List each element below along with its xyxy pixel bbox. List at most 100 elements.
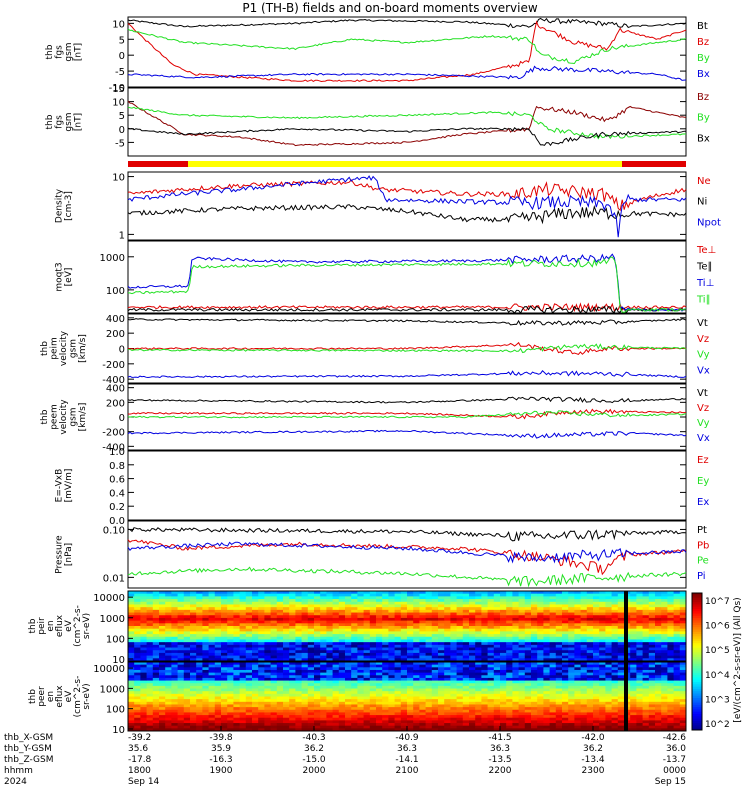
spectrogram-cell — [636, 664, 643, 668]
spectrogram-cell — [580, 715, 588, 719]
spectrogram-cell — [326, 672, 333, 676]
spectrogram-cell — [394, 725, 402, 729]
spectrogram-cell — [295, 604, 302, 608]
spectrogram-cell — [679, 709, 687, 713]
spectrogram-cell — [264, 650, 271, 654]
spectrogram-cell — [227, 704, 234, 708]
spectrogram-cell — [599, 701, 606, 705]
spectrogram-cell — [599, 596, 606, 600]
spectrogram-cell — [562, 693, 569, 697]
spectrogram-cell — [562, 601, 569, 605]
spectrogram-cell — [357, 599, 364, 603]
spectrogram-cell — [481, 709, 488, 713]
spectrogram-cell — [357, 720, 364, 724]
spectrogram-cell — [444, 664, 451, 668]
spectrogram-cell — [450, 604, 457, 608]
spectrogram-cell — [481, 723, 488, 727]
spectrogram-cell — [245, 593, 253, 597]
spectrogram-cell — [363, 685, 371, 689]
spectrogram-cell — [152, 696, 160, 700]
spectrogram-cell — [487, 728, 495, 732]
spectrogram-cell — [487, 693, 495, 697]
spectrogram-cell — [214, 628, 222, 632]
spectrogram-cell — [376, 720, 383, 724]
spectrogram-cell — [326, 709, 333, 713]
spectrogram-cell — [307, 717, 315, 721]
spectrogram-cell — [208, 644, 216, 648]
spectrogram-cell — [531, 667, 538, 671]
spectrogram-cell — [407, 715, 414, 719]
spectrogram-cell — [655, 696, 662, 700]
spectrogram-cell — [438, 675, 445, 679]
spectrogram-cell — [617, 601, 625, 605]
spectrogram-cell — [214, 709, 222, 713]
spectrogram-cell — [636, 680, 643, 684]
spectrogram-cell — [679, 658, 687, 662]
spectrogram-cell — [475, 696, 482, 700]
spectrogram-cell — [611, 725, 619, 729]
spectrogram-cell — [363, 612, 371, 616]
spectrogram-cell — [667, 709, 674, 713]
spectrogram-cell — [177, 650, 185, 654]
spectrogram-cell — [630, 709, 637, 713]
spectrogram-cell — [500, 720, 507, 724]
spectrogram-cell — [636, 626, 643, 630]
spectrogram-cell — [630, 685, 637, 689]
spectrogram-cell — [363, 647, 371, 651]
spectrogram-cell — [190, 712, 197, 716]
spectrogram-cell — [537, 728, 544, 732]
spectrogram-cell — [419, 672, 426, 676]
spectrogram-cell — [196, 677, 203, 681]
spectrogram-cell — [332, 701, 340, 705]
spectrogram-cell — [419, 715, 426, 719]
spectrogram-cell — [388, 626, 395, 630]
spectrogram-cell — [270, 672, 278, 676]
spectrogram-cell — [667, 626, 674, 630]
spectrogram-cell — [425, 591, 433, 595]
spectrogram-cell — [233, 628, 240, 632]
spectrogram-cell — [245, 691, 253, 695]
spectrogram-cell — [314, 715, 321, 719]
spectrogram-cell — [593, 664, 600, 668]
spectrogram-cell — [549, 672, 557, 676]
spectrogram-cell — [245, 720, 253, 724]
spectrogram-cell — [655, 593, 662, 597]
spectrogram-cell — [295, 667, 302, 671]
spectrogram-cell — [574, 683, 581, 687]
spectrogram-cell — [599, 634, 606, 638]
spectrogram-cell — [444, 604, 451, 608]
spectrogram-cell — [642, 664, 650, 668]
spectrogram-cell — [258, 607, 265, 611]
spectrogram-cell — [642, 691, 650, 695]
spectrogram-cell — [555, 617, 563, 622]
spectrogram-cell — [177, 688, 185, 692]
spectrogram-cell — [407, 596, 414, 600]
spectrogram-cell — [555, 667, 563, 671]
spectrogram-cell — [245, 658, 253, 662]
spectrogram-cell — [667, 650, 674, 654]
spectrogram-cell — [382, 664, 389, 668]
spectrogram-cell — [450, 664, 457, 668]
time-axis-value: Sep 14 — [128, 777, 160, 787]
colorbar-cell — [692, 718, 702, 722]
spectrogram-cell — [661, 725, 668, 729]
spectrogram-cell — [593, 636, 600, 640]
spectrogram-cell — [276, 628, 284, 632]
spectrogram-cell — [456, 693, 464, 697]
spectrogram-cell — [673, 647, 681, 651]
spectrogram-cell — [177, 634, 185, 638]
spectrogram-cell — [487, 664, 495, 668]
spectrogram-cell — [363, 707, 371, 711]
spectrogram-cell — [146, 667, 154, 671]
spectrogram-cell — [196, 652, 203, 657]
spectrogram-cell — [661, 675, 668, 679]
spectrogram-cell — [605, 615, 612, 619]
spectrogram-cell — [183, 728, 191, 732]
spectrogram-cell — [252, 593, 259, 597]
spectrogram-cell — [506, 591, 513, 595]
y-tick-label: 0 — [119, 125, 125, 136]
colorbar-cell — [692, 654, 702, 658]
spectrogram-cell — [276, 631, 284, 635]
spectrogram-cell — [196, 685, 203, 689]
spectrogram-cell — [500, 642, 507, 646]
